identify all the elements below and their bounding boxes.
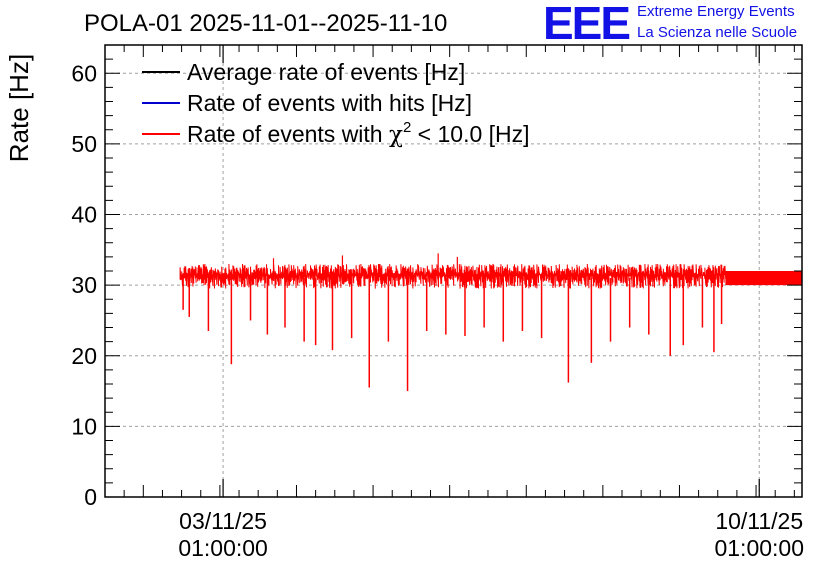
y-axis-label: Rate [Hz] <box>4 54 34 162</box>
y-tick-label: 10 <box>71 413 97 439</box>
logo-caption-line2: La Scienza nelle Scuole <box>637 24 798 41</box>
x-tick-label-time: 01:00:00 <box>178 535 268 561</box>
legend-label: Rate of events with χ2 < 10.0 [Hz] <box>187 119 530 148</box>
series-chi2-trace <box>179 263 803 289</box>
y-tick-label: 30 <box>71 272 97 298</box>
y-tick-label: 60 <box>71 60 97 86</box>
legend-label: Average rate of events [Hz] <box>187 59 465 85</box>
y-tick-label: 50 <box>71 131 97 157</box>
y-tick-label: 40 <box>71 202 97 228</box>
y-tick-label: 0 <box>84 484 97 510</box>
y-tick-label: 20 <box>71 343 97 369</box>
axes-layer: 010203040506003/11/2501:00:0010/11/2501:… <box>4 44 804 561</box>
x-tick-label-time: 01:00:00 <box>714 535 804 561</box>
chart-title: POLA-01 2025-11-01--2025-11-10 <box>84 10 448 37</box>
x-tick-label-date: 03/11/25 <box>179 508 267 534</box>
series-chi2-steady-band <box>725 271 802 286</box>
legend-label: Rate of events with hits [Hz] <box>187 90 472 116</box>
legend: Average rate of events [Hz] Rate of event… <box>142 59 530 148</box>
x-tick-label-date: 10/11/25 <box>715 508 803 534</box>
series-layer <box>179 253 803 392</box>
eee-logo: EEE <box>543 0 631 49</box>
logo-caption-line1: Extreme Energy Events <box>637 3 795 20</box>
